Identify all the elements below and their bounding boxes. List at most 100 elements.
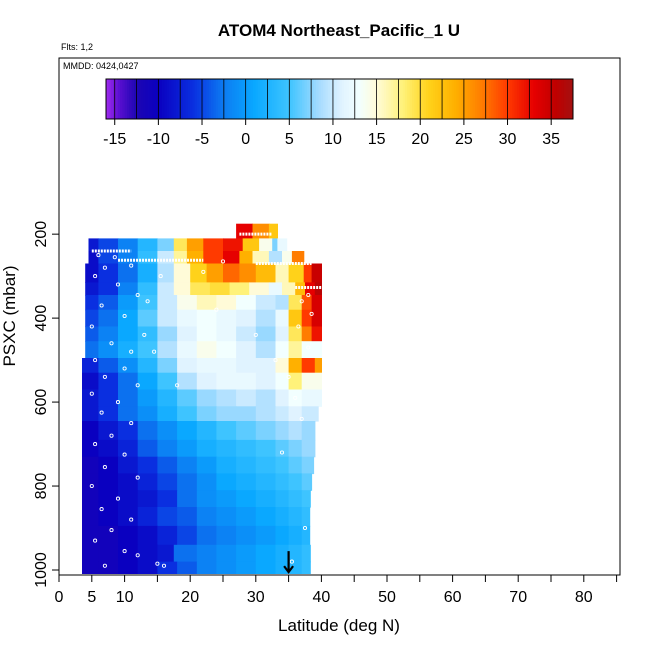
observation-point xyxy=(135,475,140,480)
colorbar-segment xyxy=(479,79,483,119)
heatmap-cell xyxy=(82,372,99,391)
colorbar-segment xyxy=(444,79,448,119)
heatmap-cell xyxy=(98,263,119,283)
observation-point xyxy=(129,349,134,354)
heatmap-cell xyxy=(275,263,290,283)
heatmap-cell xyxy=(137,389,158,407)
chart-title: ATOM4 Northeast_Pacific_1 U xyxy=(218,21,460,40)
colorbar-segment xyxy=(409,79,413,119)
colorbar-segment xyxy=(523,79,527,119)
heatmap-cell xyxy=(275,372,290,391)
colorbar-segment xyxy=(348,79,352,119)
colorbar-segment xyxy=(278,79,282,119)
x-axis: 0 5 10 20 30 40 50 60 70 80 xyxy=(55,575,618,606)
heatmap-cell xyxy=(98,525,119,546)
heatmap-cell xyxy=(157,490,178,508)
heatmap-cell xyxy=(216,341,237,359)
colorbar-segment xyxy=(327,79,331,119)
colorbar-segment xyxy=(148,79,151,119)
colorbar-segment xyxy=(379,79,382,119)
observation-point xyxy=(112,255,117,260)
heatmap-cell xyxy=(255,358,277,374)
heatmap-cell xyxy=(137,358,158,374)
heatmap-cell xyxy=(196,406,218,422)
heatmap-layer xyxy=(82,223,322,574)
heatmap-cell xyxy=(196,326,218,342)
colorbar-segment xyxy=(171,79,175,119)
colorbar-segment xyxy=(264,79,268,119)
colorbar-segment xyxy=(269,79,273,119)
colorbar-tick-label: -10 xyxy=(147,131,170,148)
heatmap-cell xyxy=(216,406,237,422)
observation-point xyxy=(286,374,291,379)
heatmap-cell xyxy=(236,372,257,391)
heatmap-cell xyxy=(268,282,283,296)
observation-point xyxy=(175,383,180,388)
colorbar-segment xyxy=(570,79,574,119)
heatmap-cell xyxy=(216,421,237,441)
heatmap-cell xyxy=(98,507,119,527)
colorbar-segment xyxy=(376,79,380,119)
colorbar-segment xyxy=(255,79,259,119)
heatmap-cell xyxy=(157,473,178,491)
heatmap-cell xyxy=(275,406,290,422)
heatmap-cell xyxy=(190,282,211,296)
heatmap-cell xyxy=(255,439,277,458)
colorbar-segment xyxy=(346,79,350,119)
colorbar-segment xyxy=(332,79,336,119)
heatmap-cell xyxy=(137,372,158,391)
observation-point xyxy=(93,274,98,279)
heatmap-cell xyxy=(216,372,237,391)
observation-point xyxy=(293,395,298,400)
heatmap-cell xyxy=(98,456,119,475)
heatmap-cell xyxy=(196,372,218,391)
heatmap-cell xyxy=(288,358,303,374)
colorbar-segment xyxy=(493,79,497,119)
observation-point xyxy=(109,433,114,438)
heatmap-cell xyxy=(82,439,99,458)
colorbar-segment xyxy=(152,79,156,119)
y-axis: 200 400 600 800 1000 xyxy=(33,221,59,588)
heatmap-cell xyxy=(98,341,119,359)
colorbar-segment xyxy=(117,79,121,119)
x-tick-label: 60 xyxy=(444,589,462,606)
heatmap-cell xyxy=(288,525,303,546)
heatmap-cell xyxy=(173,251,188,265)
heatmap-cell xyxy=(157,282,175,296)
colorbar-segment xyxy=(358,79,361,119)
colorbar-segment xyxy=(383,79,387,119)
heatmap-cell xyxy=(118,544,139,563)
heatmap-cell xyxy=(118,309,139,328)
heatmap-cell xyxy=(295,282,306,296)
colorbar-segment xyxy=(143,79,147,119)
colorbar-segment xyxy=(502,79,506,119)
observation-point xyxy=(109,341,114,346)
heatmap-cell xyxy=(255,456,277,475)
heatmap-cell xyxy=(255,525,277,546)
observation-point xyxy=(158,274,163,279)
x-tick-label: 5 xyxy=(87,589,96,606)
colorbar-segment xyxy=(397,79,401,119)
colorbar-segment xyxy=(407,79,410,119)
heatmap-cell xyxy=(223,251,240,265)
colorbar-segment xyxy=(474,79,478,119)
heatmap-cell xyxy=(85,263,99,283)
colorbar-segment xyxy=(360,79,364,119)
colorbar-tick-label: 30 xyxy=(499,131,517,148)
observation-point xyxy=(93,538,98,543)
colorbar-segment xyxy=(120,79,123,119)
heatmap-cell xyxy=(118,525,139,546)
heatmap-cell xyxy=(301,525,311,546)
heatmap-cell xyxy=(85,309,99,328)
plot-frame xyxy=(58,57,621,576)
colorbar-segment xyxy=(334,79,338,119)
heatmap-cell xyxy=(118,473,139,491)
colorbar-segment xyxy=(239,79,242,119)
colorbar-tick-label: 5 xyxy=(285,131,294,148)
heatmap-cell xyxy=(275,389,290,407)
heatmap-cell xyxy=(137,473,158,491)
heatmap-cell xyxy=(288,309,303,328)
observation-point xyxy=(102,563,107,568)
heatmap-cell xyxy=(236,389,257,407)
heatmap-cell xyxy=(288,406,303,422)
